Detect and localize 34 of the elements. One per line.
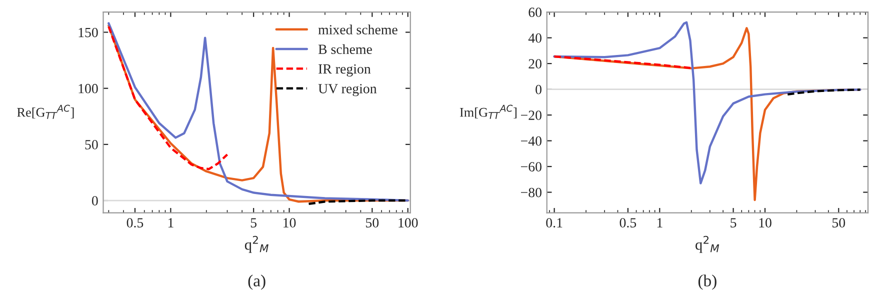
y-tick-label: −40 bbox=[520, 136, 542, 146]
y-tick-label: 60 bbox=[528, 8, 542, 18]
legend-label: IR region bbox=[318, 64, 371, 77]
x-tick-label: 100 bbox=[398, 218, 418, 228]
y-tick-label: −80 bbox=[520, 188, 542, 198]
y-tick-label: 100 bbox=[78, 84, 98, 94]
x-tick-label: 1 bbox=[168, 218, 174, 228]
y-axis-title: Re[G$_{TT}$$^{AC}$] bbox=[17, 104, 74, 119]
x-tick-label: 10 bbox=[284, 218, 296, 228]
x-tick-label: 50 bbox=[832, 218, 846, 228]
legend-label: UV region bbox=[318, 84, 377, 96]
x-tick-label: 0.1 bbox=[546, 218, 562, 228]
x-axis-title: q$^{2}$$_{M}$ bbox=[696, 236, 720, 253]
text: (b) bbox=[698, 274, 716, 290]
x-tick-label: 0.5 bbox=[126, 218, 144, 228]
y-tick-label: −60 bbox=[520, 162, 542, 172]
x-tick-label: 10 bbox=[759, 218, 772, 228]
y-tick-label: 0 bbox=[92, 196, 98, 206]
y-tick-label: 150 bbox=[78, 28, 98, 38]
y-tick-label: 20 bbox=[528, 59, 542, 68]
y-axis-title: Im[G$_{TT}$$^{AC}$] bbox=[460, 104, 516, 119]
x-tick-label: 5 bbox=[250, 218, 257, 228]
legend-label: B scheme bbox=[318, 44, 372, 54]
y-tick-label: 40 bbox=[528, 33, 542, 43]
legend-label: mixed scheme bbox=[318, 24, 398, 34]
x-tick-label: 0.5 bbox=[620, 218, 636, 228]
x-tick-label: 5 bbox=[730, 218, 736, 228]
x-axis-title: q$^{2}$$_{M}$ bbox=[244, 236, 268, 253]
text: (a) bbox=[248, 274, 266, 290]
y-tick-label: −20 bbox=[520, 110, 542, 120]
y-tick-label: 50 bbox=[85, 140, 98, 150]
y-tick-label: 0 bbox=[536, 84, 542, 94]
x-tick-label: 1 bbox=[657, 218, 662, 228]
x-tick-label: 50 bbox=[366, 218, 379, 228]
